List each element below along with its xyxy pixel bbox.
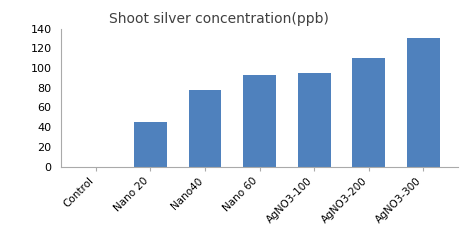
Bar — [298, 73, 330, 167]
Bar — [407, 38, 440, 167]
Bar — [189, 90, 221, 167]
Bar — [353, 58, 385, 167]
Bar — [134, 122, 167, 167]
Text: Shoot silver concentration(ppb): Shoot silver concentration(ppb) — [109, 12, 329, 26]
Bar — [243, 75, 276, 167]
